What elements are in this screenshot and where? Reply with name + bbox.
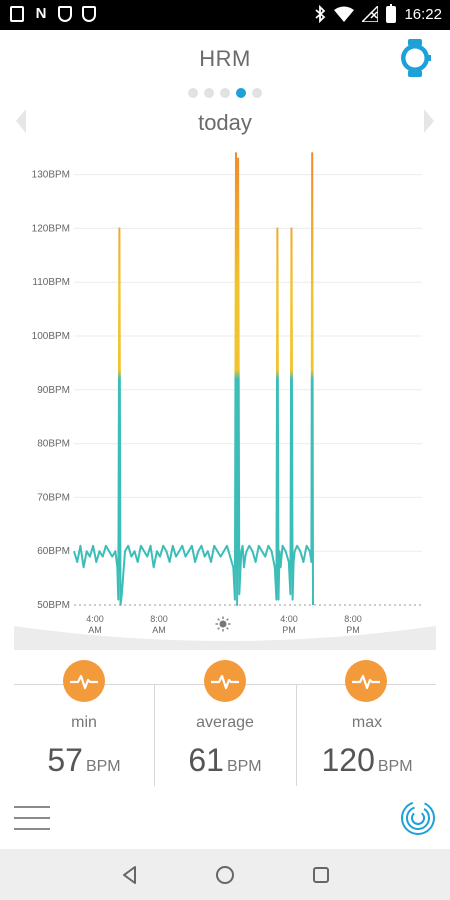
heartbeat-icon xyxy=(345,660,387,702)
stat-value-average: 61 BPM xyxy=(155,742,295,779)
battery-icon xyxy=(386,3,397,23)
menu-line xyxy=(14,817,50,819)
x-axis-band xyxy=(14,626,436,650)
wifi-icon xyxy=(334,6,355,22)
page-dot-active[interactable] xyxy=(236,88,246,98)
sun-icon xyxy=(215,616,231,632)
date-label: today xyxy=(198,110,252,135)
bluetooth-icon xyxy=(315,5,326,23)
stat-unit: BPM xyxy=(377,758,413,775)
y-tick-label: 50BPM xyxy=(37,600,70,611)
x-tick-label: AM xyxy=(152,625,166,635)
stat-number: 61 xyxy=(188,742,224,778)
x-tick-label: 4:00 xyxy=(280,614,298,624)
stat-number: 57 xyxy=(47,742,83,778)
x-tick-label: 4:00 xyxy=(86,614,104,624)
page-dot[interactable] xyxy=(204,88,214,98)
status-time: 16:22 xyxy=(404,5,442,23)
sun-ray xyxy=(226,627,229,630)
watch-icon[interactable] xyxy=(398,38,432,78)
stat-value-max: 120 BPM xyxy=(297,742,437,779)
no-signal-icon xyxy=(362,6,379,22)
n-notification-icon: N xyxy=(35,5,47,22)
sun-ray xyxy=(226,618,229,621)
heart-rate-series-line xyxy=(73,152,314,606)
status-bar: N 16:22 xyxy=(0,0,450,30)
menu-line xyxy=(14,828,50,830)
x-tick-label: 8:00 xyxy=(150,614,168,624)
heartbeat-icon xyxy=(204,660,246,702)
status-right-icons: 16:22 xyxy=(314,3,442,23)
page-dot[interactable] xyxy=(220,88,230,98)
heart-rate-chart-svg: 130BPM 120BPM 110BPM 100BPM 90BPM 80BPM 70BPM 6… xyxy=(14,152,436,650)
sun-ray xyxy=(217,618,220,621)
home-icon[interactable] xyxy=(213,863,237,887)
stat-label-max: max xyxy=(351,714,383,731)
system-nav-bar xyxy=(0,849,450,900)
stat-value-min: 57 BPM xyxy=(14,742,154,779)
page-dot[interactable] xyxy=(188,88,198,98)
y-tick-label: 80BPM xyxy=(37,439,70,450)
shield-icon xyxy=(82,6,96,22)
chevron-left-icon[interactable] xyxy=(16,109,26,133)
page-dot[interactable] xyxy=(252,88,262,98)
y-tick-label: 70BPM xyxy=(37,492,70,503)
y-tick-label: 90BPM xyxy=(37,385,70,396)
y-tick-label: 130BPM xyxy=(32,170,70,181)
sync-icon[interactable] xyxy=(400,800,436,836)
page-indicator xyxy=(0,88,450,98)
page-title: HRM xyxy=(199,46,251,71)
hamburger-menu-icon[interactable] xyxy=(14,806,50,832)
sun-core xyxy=(219,620,227,628)
stat-label-average: average xyxy=(196,714,254,731)
x-tick-label: PM xyxy=(282,625,296,635)
stat-unit: BPM xyxy=(226,758,262,775)
stat-number: 120 xyxy=(321,742,375,778)
stat-label-min: min xyxy=(71,714,97,731)
stat-divider xyxy=(296,684,297,786)
y-tick-label: 120BPM xyxy=(32,223,70,234)
recents-icon[interactable] xyxy=(309,863,333,887)
stat-unit: BPM xyxy=(85,758,121,775)
back-icon[interactable] xyxy=(118,863,142,887)
stats-panel: min average max 57 BPM 61 BPM 120 BPM xyxy=(14,660,436,786)
x-tick-label: AM xyxy=(88,625,102,635)
battery-saver-icon xyxy=(10,6,24,22)
menu-line xyxy=(14,806,50,808)
y-tick-label: 100BPM xyxy=(32,331,70,342)
shield-icon xyxy=(58,6,72,22)
status-left-icons: N xyxy=(10,6,96,22)
stat-divider xyxy=(154,684,155,786)
x-tick-label: PM xyxy=(346,625,360,635)
date-navigator: today xyxy=(0,108,450,138)
y-tick-label: 60BPM xyxy=(37,546,70,557)
x-tick-label: 8:00 xyxy=(344,614,362,624)
sun-ray xyxy=(217,627,220,630)
chevron-right-icon[interactable] xyxy=(424,109,434,133)
heartbeat-icon xyxy=(63,660,105,702)
heart-rate-chart: 130BPM 120BPM 110BPM 100BPM 90BPM 80BPM 70BPM 6… xyxy=(0,150,450,650)
y-tick-label: 110BPM xyxy=(32,277,70,288)
